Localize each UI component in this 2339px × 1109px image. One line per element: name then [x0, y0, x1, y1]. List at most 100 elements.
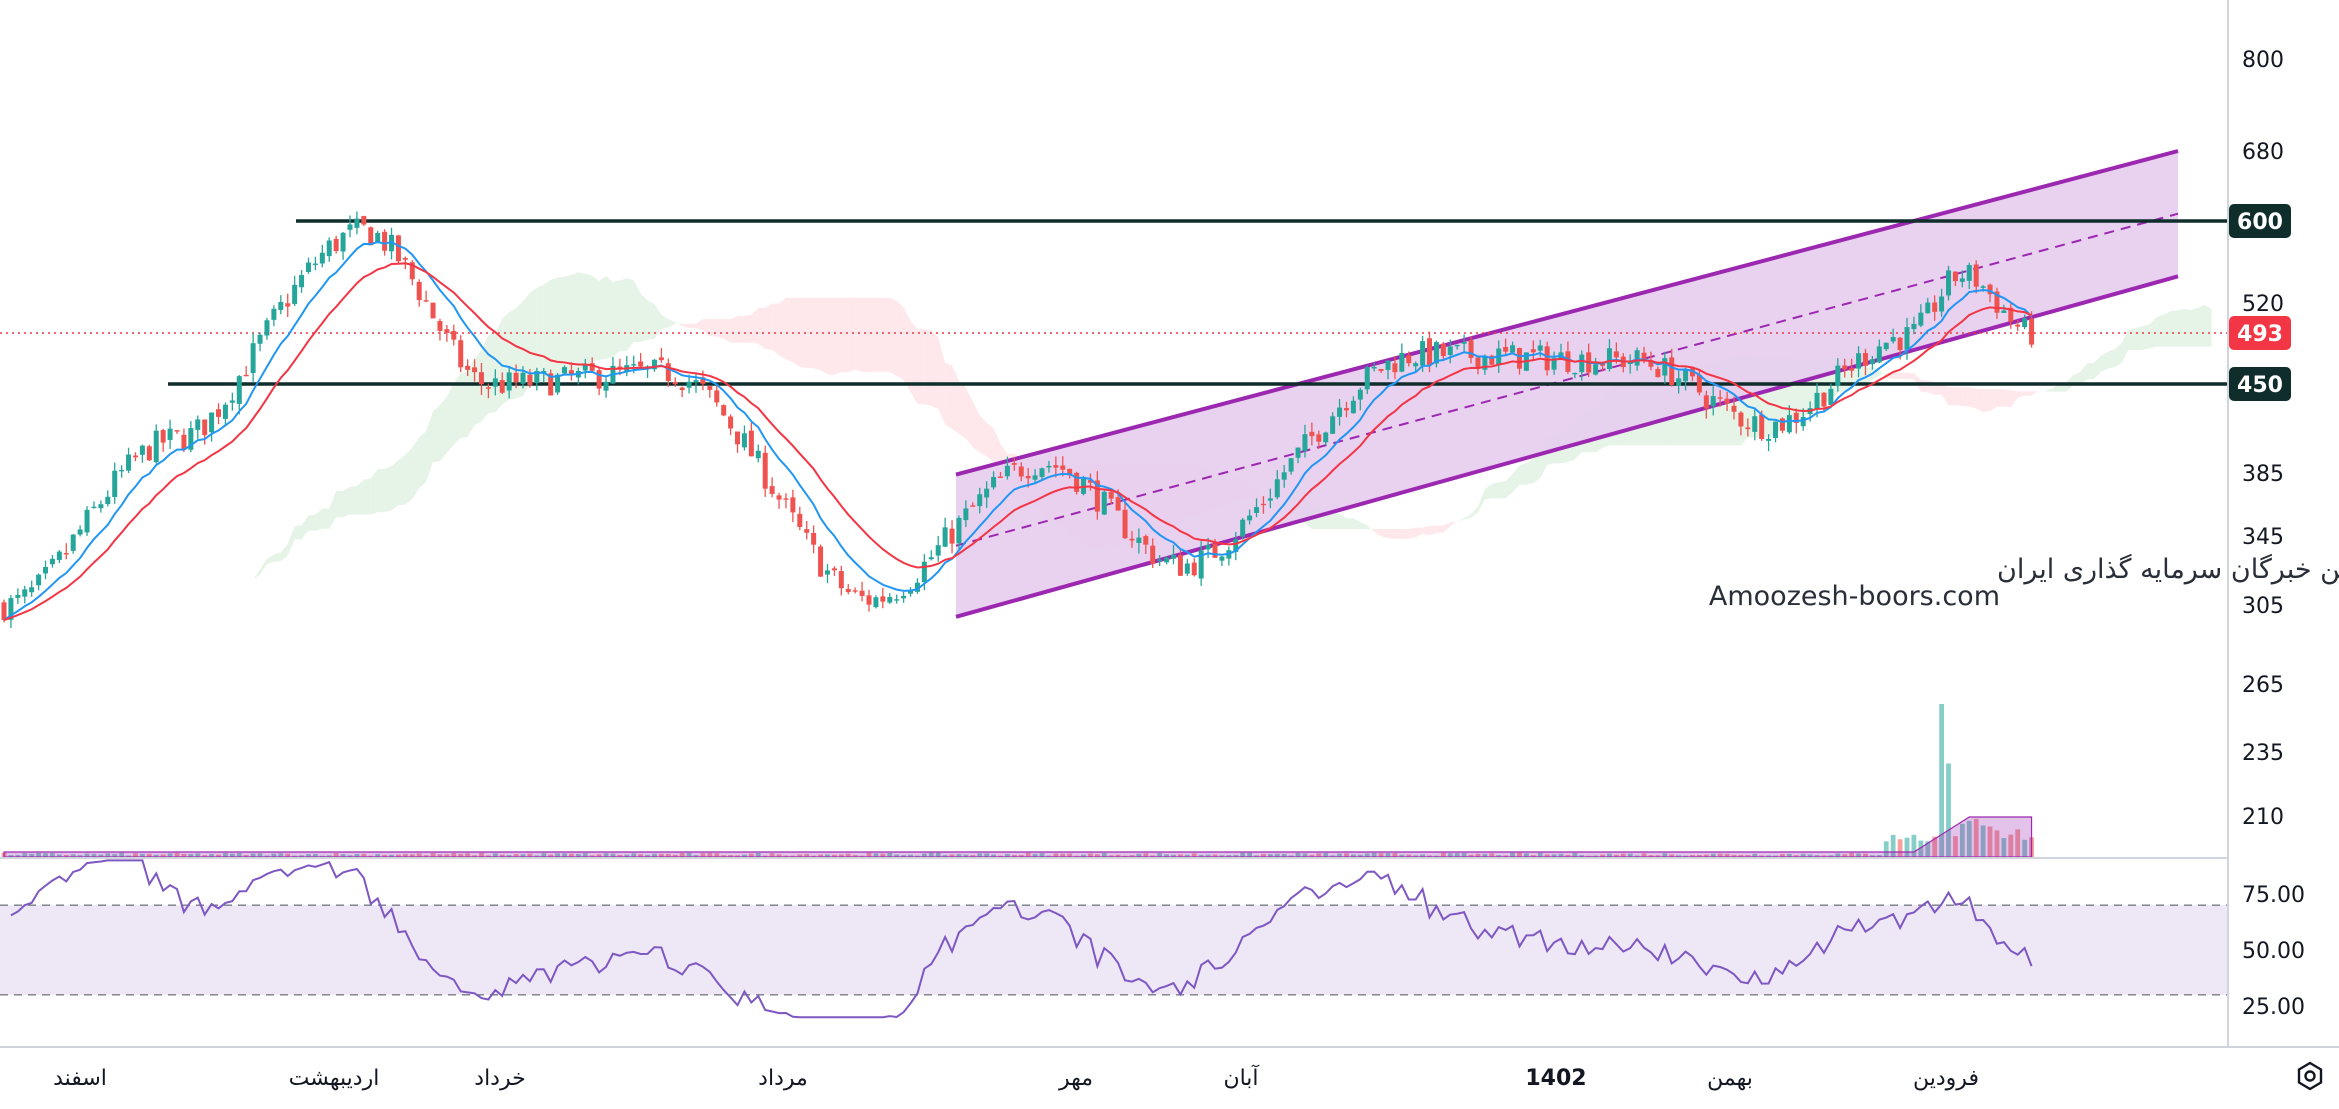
candle[interactable] [659, 348, 664, 363]
candle[interactable] [437, 319, 442, 341]
candle[interactable] [797, 507, 802, 530]
candle[interactable] [424, 291, 429, 303]
candle[interactable] [548, 370, 553, 396]
candle[interactable] [728, 414, 733, 435]
candle[interactable] [285, 294, 290, 317]
candle[interactable] [126, 448, 131, 473]
candle[interactable] [133, 452, 138, 461]
candle[interactable] [1074, 472, 1079, 495]
candle[interactable] [1226, 546, 1231, 565]
candle[interactable] [85, 506, 90, 536]
candle[interactable] [119, 465, 124, 478]
candle[interactable] [1780, 417, 1785, 433]
candle[interactable] [825, 564, 830, 583]
candle[interactable] [887, 593, 892, 604]
candle[interactable] [839, 566, 844, 596]
candle[interactable] [597, 368, 602, 395]
candle[interactable] [327, 237, 332, 261]
candle[interactable] [853, 587, 858, 593]
candle[interactable] [936, 536, 941, 562]
candle[interactable] [431, 303, 436, 319]
candle[interactable] [756, 445, 761, 463]
candle[interactable] [1773, 421, 1778, 442]
candle[interactable] [873, 595, 878, 608]
candle[interactable] [147, 445, 152, 461]
candle[interactable] [22, 586, 27, 604]
candle[interactable] [299, 270, 304, 293]
candle[interactable] [368, 226, 373, 245]
candle[interactable] [57, 550, 62, 563]
candle[interactable] [313, 257, 318, 271]
candle[interactable] [50, 555, 55, 568]
candle[interactable] [278, 295, 283, 314]
candle[interactable] [894, 595, 899, 604]
candle[interactable] [534, 368, 539, 391]
candle[interactable] [901, 592, 906, 603]
candle[interactable] [915, 578, 920, 594]
candle[interactable] [458, 335, 463, 372]
candle[interactable] [638, 353, 643, 368]
candle[interactable] [175, 430, 180, 434]
candle[interactable] [264, 318, 269, 340]
candle[interactable] [1946, 266, 1951, 301]
candle[interactable] [1192, 558, 1197, 576]
candle[interactable] [880, 588, 885, 608]
candle[interactable] [604, 376, 609, 398]
candle[interactable] [195, 416, 200, 439]
candle[interactable] [1219, 556, 1224, 566]
candle[interactable] [216, 403, 221, 424]
candle[interactable] [929, 550, 934, 560]
candle[interactable] [105, 490, 110, 506]
candle[interactable] [721, 404, 726, 416]
candle[interactable] [354, 211, 359, 234]
candle[interactable] [770, 477, 775, 497]
candle[interactable] [15, 588, 20, 603]
candle[interactable] [417, 279, 422, 306]
candle[interactable] [202, 419, 207, 444]
candle[interactable] [154, 424, 159, 463]
candle[interactable] [98, 500, 103, 512]
candle[interactable] [271, 305, 276, 326]
candle[interactable] [943, 518, 948, 547]
candle[interactable] [777, 493, 782, 509]
candle[interactable] [1434, 341, 1439, 368]
candle[interactable] [341, 232, 346, 260]
candle[interactable] [91, 501, 96, 508]
channel-middle-line[interactable] [956, 214, 2178, 546]
candle[interactable] [334, 236, 339, 254]
candle[interactable] [258, 332, 263, 351]
candle[interactable] [763, 446, 768, 497]
candle[interactable] [783, 493, 788, 508]
candle[interactable] [742, 426, 747, 451]
candle[interactable] [251, 333, 256, 383]
candle[interactable] [846, 584, 851, 594]
candle[interactable] [223, 402, 228, 425]
candle[interactable] [292, 276, 297, 306]
candle[interactable] [714, 385, 719, 407]
candle[interactable] [36, 573, 41, 590]
candle[interactable] [161, 429, 166, 452]
candle[interactable] [735, 431, 740, 452]
candle[interactable] [8, 595, 13, 628]
candle[interactable] [29, 581, 34, 597]
candle[interactable] [908, 587, 913, 597]
candle[interactable] [396, 235, 401, 264]
settings-icon[interactable] [2293, 1059, 2327, 1093]
candle[interactable] [749, 423, 754, 457]
candle[interactable] [680, 387, 685, 398]
candle[interactable] [1185, 559, 1190, 576]
candle[interactable] [1102, 490, 1107, 515]
candle[interactable] [832, 566, 837, 576]
candle[interactable] [1489, 355, 1494, 365]
candle[interactable] [811, 525, 816, 553]
candle[interactable] [230, 393, 235, 411]
candle[interactable] [112, 463, 117, 504]
candle[interactable] [818, 545, 823, 577]
candle[interactable] [348, 216, 353, 238]
candle[interactable] [78, 525, 83, 536]
candle[interactable] [652, 359, 657, 372]
candle[interactable] [244, 366, 249, 376]
candle[interactable] [168, 420, 173, 449]
candle[interactable] [43, 561, 48, 580]
